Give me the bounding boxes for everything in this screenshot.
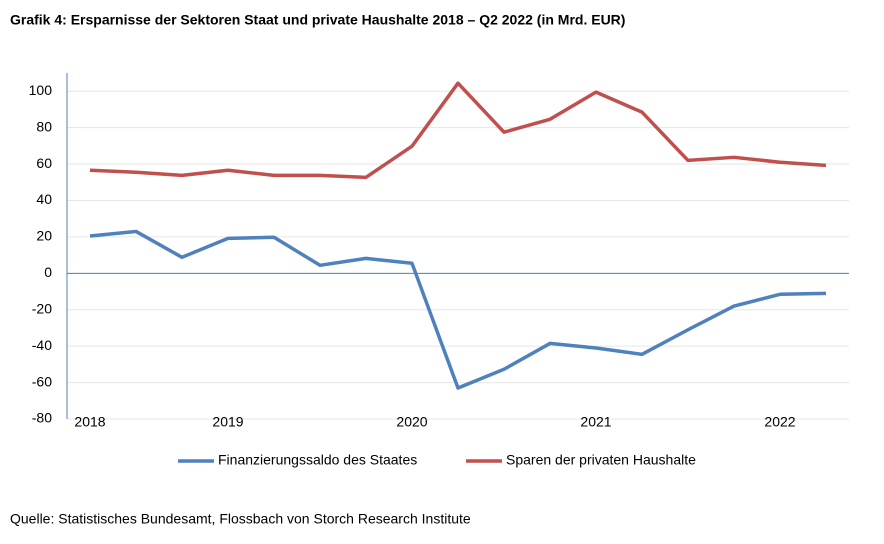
series-line bbox=[89, 229, 827, 390]
x-tick-label: 2022 bbox=[764, 414, 795, 430]
y-tick-label: -80 bbox=[32, 410, 52, 426]
y-tick-label: 60 bbox=[36, 155, 52, 171]
y-tick-label: -40 bbox=[32, 337, 52, 353]
y-tick-label: 100 bbox=[29, 82, 53, 98]
legend-label: Finanzierungssaldo des Staates bbox=[218, 452, 417, 468]
x-tick-label: 2018 bbox=[74, 414, 105, 430]
series-line bbox=[89, 81, 827, 180]
y-tick-label: 0 bbox=[44, 264, 52, 280]
legend-label: Sparen der privaten Haushalte bbox=[506, 452, 696, 468]
y-tick-label: -60 bbox=[32, 373, 52, 389]
y-tick-label: 80 bbox=[36, 118, 52, 134]
y-tick-label: 40 bbox=[36, 191, 52, 207]
y-tick-label: -20 bbox=[32, 300, 52, 316]
chart-title: Grafik 4: Ersparnisse der Sektoren Staat… bbox=[10, 12, 625, 28]
x-tick-label: 2020 bbox=[396, 414, 427, 430]
x-tick-label: 2019 bbox=[212, 414, 243, 430]
x-tick-label: 2021 bbox=[580, 414, 611, 430]
y-tick-label: 20 bbox=[36, 228, 52, 244]
source-note: Quelle: Statistisches Bundesamt, Flossba… bbox=[10, 511, 471, 527]
